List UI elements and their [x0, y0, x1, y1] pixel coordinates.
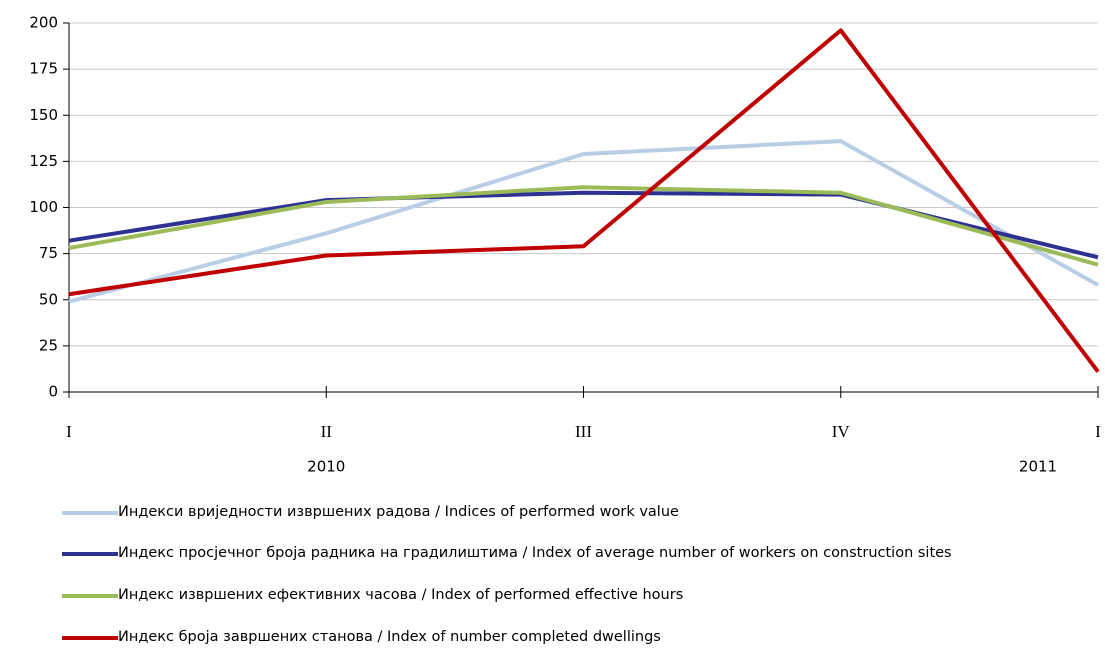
x-tick-label: II	[321, 422, 333, 441]
y-tick-label: 75	[39, 244, 58, 262]
legend-label: Индекси вриједности извршених радова / I…	[118, 504, 679, 520]
legend-swatch	[62, 594, 118, 598]
x-tick-label: IV	[832, 422, 851, 441]
x-tick-label: I	[66, 422, 72, 441]
x-tick-label: III	[575, 422, 592, 441]
legend-label: Индекс извршених ефективних часова / Ind…	[118, 587, 684, 603]
legend-swatch	[62, 636, 118, 640]
legend-item: Индекси вриједности извршених радова / I…	[62, 503, 1072, 521]
legend-swatch	[62, 511, 118, 515]
y-tick-label: 100	[29, 198, 58, 216]
year-label: 2011	[1019, 458, 1057, 476]
y-tick-label: 150	[29, 106, 58, 124]
year-label: 2010	[307, 458, 345, 476]
series-line	[68, 185, 1099, 267]
x-tick-label: I	[1095, 422, 1101, 441]
legend-item: Индекс извршених ефективних часова / Ind…	[62, 586, 1072, 604]
legend-label: Индекс броја завршених станова / Index o…	[118, 629, 661, 645]
y-tick-label: 0	[48, 383, 58, 401]
legend-item: Индекс броја завршених станова / Index o…	[62, 628, 1072, 646]
y-tick-label: 50	[39, 290, 58, 308]
legend-swatch	[62, 552, 118, 556]
series-line	[68, 139, 1099, 304]
series-line	[68, 28, 1100, 373]
y-tick-label: 25	[39, 336, 58, 354]
y-tick-label: 175	[29, 60, 58, 78]
y-tick-label: 200	[29, 14, 58, 32]
legend-label: Индекс просјечног броја радника на гради…	[118, 545, 952, 561]
legend-item: Индекс просјечног броја радника на гради…	[62, 544, 1072, 562]
y-tick-label: 125	[29, 152, 58, 170]
